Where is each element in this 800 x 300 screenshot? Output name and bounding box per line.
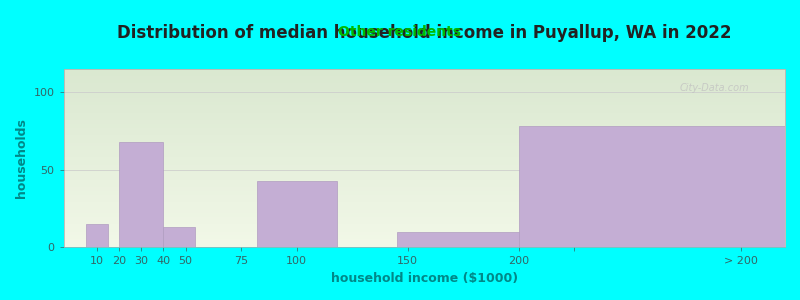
Bar (86, 224, 108, 247)
Title: Distribution of median household income in Puyallup, WA in 2022: Distribution of median household income … (117, 24, 731, 42)
Y-axis label: households: households (15, 118, 28, 198)
Bar (518, 126, 785, 248)
Text: City-Data.com: City-Data.com (679, 83, 749, 93)
Bar (119, 142, 163, 248)
Bar (397, 232, 530, 248)
Text: Other residents: Other residents (338, 25, 462, 38)
Bar (257, 181, 337, 248)
Bar (163, 227, 194, 247)
X-axis label: household income ($1000): household income ($1000) (330, 272, 518, 285)
